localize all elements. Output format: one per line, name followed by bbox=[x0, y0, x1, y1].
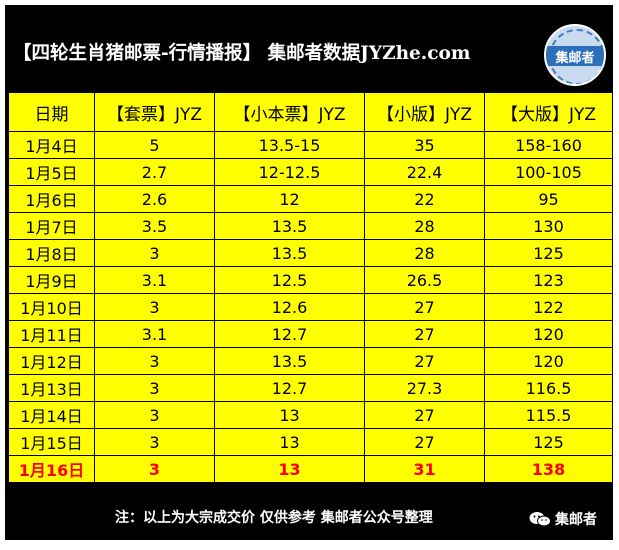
table-row: 1月4日 5 13.5-15 35 158-160 bbox=[8, 131, 613, 159]
booklet-cell: 12.5 bbox=[214, 266, 365, 294]
large-sheet-cell: 123 bbox=[484, 266, 613, 294]
table-row: 1月10日 3 12.6 27 122 bbox=[8, 293, 613, 321]
large-sheet-cell: 125 bbox=[484, 239, 613, 267]
logo-badge: 集邮者 bbox=[544, 24, 606, 86]
title-bar: 【四轮生肖猪邮票-行情播报】 集邮者数据JYZhe.com 集邮者 bbox=[5, 6, 609, 86]
set-stamp-cell: 3.1 bbox=[94, 266, 215, 294]
table-row: 1月5日 2.7 12-12.5 22.4 100-105 bbox=[8, 158, 613, 186]
large-sheet-cell: 122 bbox=[484, 293, 613, 321]
booklet-cell: 12.7 bbox=[214, 374, 365, 402]
small-sheet-cell: 31 bbox=[364, 455, 485, 483]
set-stamp-cell: 3 bbox=[94, 401, 215, 429]
table-row: 1月12日 3 13.5 27 120 bbox=[8, 347, 613, 375]
header-date: 日期 bbox=[8, 92, 95, 132]
set-stamp-cell: 3 bbox=[94, 374, 215, 402]
large-sheet-cell: 100-105 bbox=[484, 158, 613, 186]
table-row: 1月16日 3 13 31 138 bbox=[8, 455, 613, 483]
large-sheet-cell: 95 bbox=[484, 185, 613, 213]
badge-band bbox=[546, 46, 604, 66]
wechat-icon bbox=[529, 512, 551, 527]
table-row: 1月13日 3 12.7 27.3 116.5 bbox=[8, 374, 613, 402]
date-cell: 1月6日 bbox=[8, 185, 95, 213]
set-stamp-cell: 3 bbox=[94, 428, 215, 456]
booklet-cell: 13 bbox=[214, 455, 365, 483]
large-sheet-cell: 120 bbox=[484, 347, 613, 375]
set-stamp-cell: 5 bbox=[94, 131, 215, 159]
date-cell: 1月14日 bbox=[8, 401, 95, 429]
large-sheet-cell: 125 bbox=[484, 428, 613, 456]
set-stamp-cell: 2.7 bbox=[94, 158, 215, 186]
small-sheet-cell: 27 bbox=[364, 320, 485, 348]
booklet-cell: 12.7 bbox=[214, 320, 365, 348]
table-row: 1月15日 3 13 27 125 bbox=[8, 428, 613, 456]
header-set-stamp: 【套票】JYZ bbox=[94, 92, 215, 132]
booklet-cell: 13 bbox=[214, 428, 365, 456]
table-row: 1月8日 3 13.5 28 125 bbox=[8, 239, 613, 267]
set-stamp-cell: 3 bbox=[94, 455, 215, 483]
date-cell: 1月7日 bbox=[8, 212, 95, 240]
small-sheet-cell: 27 bbox=[364, 428, 485, 456]
large-sheet-cell: 115.5 bbox=[484, 401, 613, 429]
set-stamp-cell: 3 bbox=[94, 293, 215, 321]
wechat-account-label: 集邮者 bbox=[555, 512, 597, 528]
date-cell: 1月16日 bbox=[8, 455, 95, 483]
table-row: 1月14日 3 13 27 115.5 bbox=[8, 401, 613, 429]
footer-bar: 注：以上为大宗成交价 仅供参考 集邮者公众号整理 集邮者 bbox=[5, 495, 609, 540]
date-cell: 1月12日 bbox=[8, 347, 95, 375]
header-large-sheet: 【大版】JYZ bbox=[484, 92, 613, 132]
date-cell: 1月8日 bbox=[8, 239, 95, 267]
date-cell: 1月4日 bbox=[8, 131, 95, 159]
booklet-cell: 13.5 bbox=[214, 347, 365, 375]
booklet-cell: 12-12.5 bbox=[214, 158, 365, 186]
booklet-cell: 13 bbox=[214, 401, 365, 429]
set-stamp-cell: 2.6 bbox=[94, 185, 215, 213]
small-sheet-cell: 28 bbox=[364, 239, 485, 267]
set-stamp-cell: 3 bbox=[94, 239, 215, 267]
booklet-cell: 12.6 bbox=[214, 293, 365, 321]
large-sheet-cell: 130 bbox=[484, 212, 613, 240]
small-sheet-cell: 27.3 bbox=[364, 374, 485, 402]
small-sheet-cell: 22 bbox=[364, 185, 485, 213]
header-booklet: 【小本票】JYZ bbox=[214, 92, 365, 132]
small-sheet-cell: 28 bbox=[364, 212, 485, 240]
table-row: 1月6日 2.6 12 22 95 bbox=[8, 185, 613, 213]
table-body: 1月4日 5 13.5-15 35 158-160 1月5日 2.7 12-12.5 22.4 1… bbox=[8, 131, 613, 483]
table-row: 1月7日 3.5 13.5 28 130 bbox=[8, 212, 613, 240]
large-sheet-cell: 116.5 bbox=[484, 374, 613, 402]
date-cell: 1月13日 bbox=[8, 374, 95, 402]
page-title: 【四轮生肖猪邮票-行情播报】 集邮者数据JYZhe.com bbox=[13, 43, 471, 64]
booklet-cell: 13.5-15 bbox=[214, 131, 365, 159]
table-header-row: 日期 【套票】JYZ 【小本票】JYZ 【小版】JYZ 【大版】JYZ bbox=[8, 92, 613, 132]
date-cell: 1月5日 bbox=[8, 158, 95, 186]
small-sheet-cell: 35 bbox=[364, 131, 485, 159]
small-sheet-cell: 26.5 bbox=[364, 266, 485, 294]
booklet-cell: 12 bbox=[214, 185, 365, 213]
small-sheet-cell: 22.4 bbox=[364, 158, 485, 186]
small-sheet-cell: 27 bbox=[364, 293, 485, 321]
table-row: 1月11日 3.1 12.7 27 120 bbox=[8, 320, 613, 348]
header-small-sheet: 【小版】JYZ bbox=[364, 92, 485, 132]
large-sheet-cell: 158-160 bbox=[484, 131, 613, 159]
table-row: 1月9日 3.1 12.5 26.5 123 bbox=[8, 266, 613, 294]
price-table: 日期 【套票】JYZ 【小本票】JYZ 【小版】JYZ 【大版】JYZ 1月4日… bbox=[8, 92, 613, 483]
set-stamp-cell: 3 bbox=[94, 347, 215, 375]
footer-note: 注：以上为大宗成交价 仅供参考 集邮者公众号整理 bbox=[115, 510, 433, 526]
set-stamp-cell: 3.1 bbox=[94, 320, 215, 348]
date-cell: 1月11日 bbox=[8, 320, 95, 348]
large-sheet-cell: 120 bbox=[484, 320, 613, 348]
small-sheet-cell: 27 bbox=[364, 347, 485, 375]
set-stamp-cell: 3.5 bbox=[94, 212, 215, 240]
date-cell: 1月9日 bbox=[8, 266, 95, 294]
date-cell: 1月10日 bbox=[8, 293, 95, 321]
large-sheet-cell: 138 bbox=[484, 455, 613, 483]
booklet-cell: 13.5 bbox=[214, 239, 365, 267]
small-sheet-cell: 27 bbox=[364, 401, 485, 429]
booklet-cell: 13.5 bbox=[214, 212, 365, 240]
date-cell: 1月15日 bbox=[8, 428, 95, 456]
badge-text: 集邮者 bbox=[555, 51, 595, 66]
